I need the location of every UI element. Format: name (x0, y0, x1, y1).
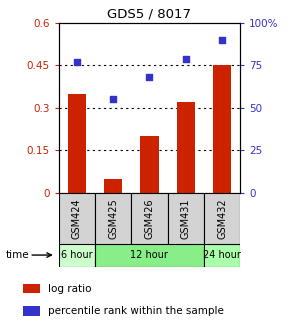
Bar (204, 244, 240, 267)
Point (147, 75, 152, 80)
Point (183, 56, 188, 61)
Text: GSM425: GSM425 (108, 198, 118, 239)
Point (74, 60, 79, 65)
Text: log ratio: log ratio (48, 284, 91, 294)
Text: 24 hour: 24 hour (203, 250, 241, 260)
Text: 12 hour: 12 hour (130, 250, 168, 260)
Text: 6 hour: 6 hour (61, 250, 93, 260)
Bar (95, 193, 131, 244)
Text: GSM432: GSM432 (217, 198, 227, 239)
Bar (140, 136, 159, 193)
Bar (204, 193, 240, 244)
Bar (95, 244, 204, 267)
Bar (23, 306, 40, 316)
Bar (213, 65, 231, 193)
Bar (59, 244, 95, 267)
Bar (168, 193, 204, 244)
Title: GDS5 / 8017: GDS5 / 8017 (108, 7, 191, 20)
Point (111, 97, 115, 102)
Bar (23, 284, 40, 293)
Text: time: time (6, 250, 30, 260)
Bar (177, 102, 195, 193)
Bar (68, 94, 86, 193)
Bar (104, 179, 122, 193)
Text: percentile rank within the sample: percentile rank within the sample (48, 306, 224, 316)
Text: GSM431: GSM431 (181, 198, 191, 238)
Bar (59, 193, 95, 244)
Text: GSM424: GSM424 (72, 198, 82, 239)
Point (220, 37, 224, 43)
Text: GSM426: GSM426 (144, 198, 154, 239)
Bar (131, 193, 168, 244)
